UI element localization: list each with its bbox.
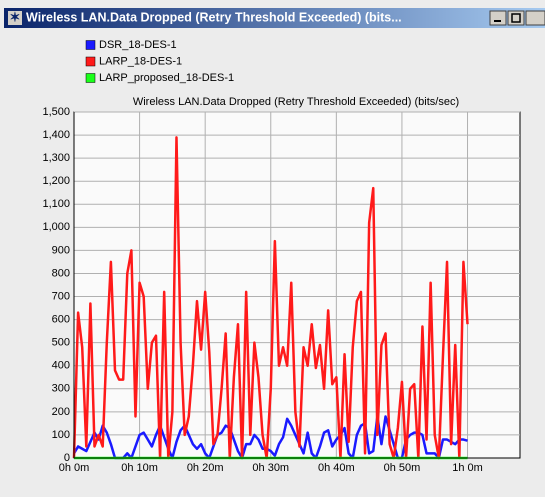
y-tick-label: 900 [52, 244, 70, 256]
legend-label: LARP_proposed_18-DES-1 [99, 72, 234, 84]
close-button[interactable] [525, 10, 545, 26]
x-tick-label: 0h 0m [59, 462, 90, 474]
y-tick-label: 1,200 [42, 175, 70, 187]
y-tick-label: 1,000 [42, 221, 70, 233]
legend-swatch [85, 56, 96, 67]
data-line [72, 136, 469, 460]
legend-swatch [85, 73, 96, 83]
x-tick-label: 0h 20m [187, 462, 224, 474]
y-tick-label: 100 [52, 429, 70, 441]
y-tick-label: 800 [52, 267, 70, 279]
minimize-button[interactable] [489, 10, 507, 26]
y-tick-label: 1,300 [42, 152, 70, 164]
x-tick-label: 0h 10m [121, 462, 158, 474]
y-tick-label: 300 [52, 383, 70, 395]
y-tick-label: 200 [52, 406, 70, 418]
chart: Wireless LAN.Data Dropped (Retry Thresho… [42, 39, 521, 474]
title-bar [4, 8, 545, 28]
y-tick-label: 600 [52, 314, 70, 326]
y-tick-label: 400 [52, 360, 70, 372]
window-icon [8, 11, 22, 25]
x-tick-label: 1h 0m [452, 462, 483, 474]
x-tick-label: 0h 50m [384, 462, 421, 474]
x-tick-label: 0h 40m [318, 462, 355, 474]
x-tick-label: 0h 30m [252, 462, 289, 474]
y-tick-label: 700 [52, 290, 70, 302]
maximize-glyph [511, 13, 521, 23]
chart-title: Wireless LAN.Data Dropped (Retry Thresho… [133, 96, 459, 108]
y-tick-label: 1,400 [42, 129, 70, 141]
y-tick-label: 500 [52, 337, 70, 349]
legend-label: DSR_18-DES-1 [99, 39, 177, 51]
maximize-button[interactable] [507, 10, 525, 26]
window-icon-glyph: ✶ [10, 9, 21, 24]
y-tick-label: 1,100 [42, 198, 70, 210]
y-tick-label: 0 [64, 452, 70, 464]
y-tick-label: 1,500 [42, 106, 70, 118]
legend-label: LARP_18-DES-1 [99, 55, 182, 67]
window-title: Wireless LAN.Data Dropped (Retry Thresho… [26, 10, 402, 24]
legend-swatch [85, 40, 96, 50]
